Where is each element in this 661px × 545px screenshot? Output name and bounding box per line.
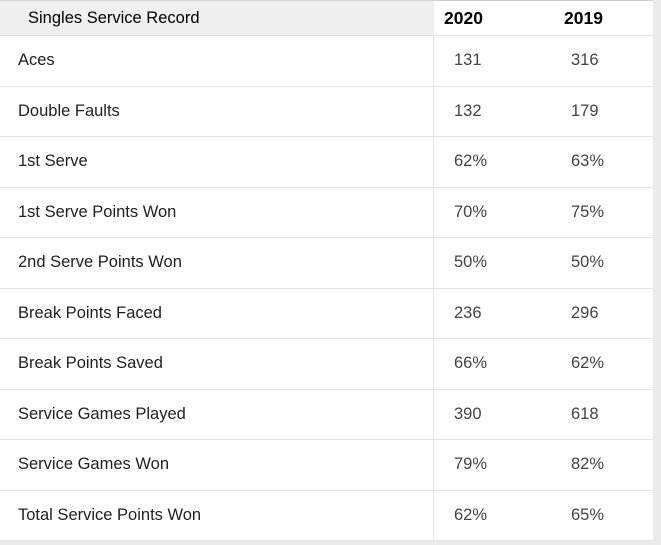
table-row-2nd-serve-points-won: 2nd Serve Points Won 50% 50% [0, 238, 653, 289]
stat-value-2020: 62% [454, 152, 488, 171]
stat-label: Aces [18, 51, 55, 70]
column-header-2019: 2019 [564, 7, 603, 28]
stat-label: Service Games Won [18, 455, 169, 474]
stat-value-2019: 50% [571, 253, 605, 272]
row-values-group: 62% 65% [433, 490, 653, 540]
stat-value-2019: 62% [571, 354, 605, 373]
table-row-1st-serve: 1st Serve 62% 63% [0, 137, 653, 188]
stat-value-2019: 82% [571, 455, 605, 474]
stat-value-2020: 132 [454, 101, 482, 120]
stat-value-2020: 66% [454, 354, 488, 373]
stat-value-2019: 75% [571, 202, 605, 221]
stat-value-2020: 70% [454, 202, 488, 221]
stat-value-2020: 390 [454, 404, 482, 423]
header-values-group: 2020 2019 [433, 1, 653, 35]
table-title: Singles Service Record [28, 8, 200, 27]
stat-value-2019: 618 [571, 404, 599, 423]
stat-value-2020: 79% [454, 455, 488, 474]
table-row-aces: Aces 131 316 [0, 36, 653, 87]
stat-value-2019: 296 [571, 303, 599, 322]
column-header-2020: 2020 [444, 7, 483, 28]
stat-label: Break Points Saved [18, 354, 163, 373]
stat-value-2019: 316 [571, 51, 599, 70]
table-row-service-games-won: Service Games Won 79% 82% [0, 440, 653, 491]
table-row-break-points-saved: Break Points Saved 66% 62% [0, 339, 653, 390]
row-values-group: 236 296 [433, 288, 653, 338]
table-row-double-faults: Double Faults 132 179 [0, 86, 653, 137]
row-values-group: 390 618 [433, 389, 653, 439]
stat-value-2019: 65% [571, 505, 605, 524]
row-values-group: 132 179 [433, 86, 653, 136]
stat-label: Service Games Played [18, 404, 186, 423]
stat-label: Double Faults [18, 101, 120, 120]
table-row-1st-serve-points-won: 1st Serve Points Won 70% 75% [0, 187, 653, 238]
table-row-break-points-faced: Break Points Faced 236 296 [0, 288, 653, 339]
stat-value-2019: 179 [571, 101, 599, 120]
stat-value-2020: 62% [454, 505, 488, 524]
row-values-group: 62% 63% [433, 137, 653, 187]
table-row-total-service-points-won: Total Service Points Won 62% 65% [0, 490, 653, 541]
stat-value-2020: 131 [454, 51, 482, 70]
row-values-group: 131 316 [433, 36, 653, 86]
stat-label: 2nd Serve Points Won [18, 253, 182, 272]
stat-value-2020: 236 [454, 303, 482, 322]
row-values-group: 79% 82% [433, 440, 653, 490]
row-values-group: 70% 75% [433, 187, 653, 237]
stat-value-2019: 63% [571, 152, 605, 171]
stat-label: 1st Serve Points Won [18, 202, 177, 221]
stat-label: Total Service Points Won [18, 505, 202, 524]
stat-label: Break Points Faced [18, 303, 162, 322]
row-values-group: 66% 62% [433, 339, 653, 389]
stat-label: 1st Serve [18, 152, 88, 171]
stat-value-2020: 50% [454, 253, 488, 272]
row-values-group: 50% 50% [433, 238, 653, 288]
table-row-service-games-played: Service Games Played 390 618 [0, 389, 653, 440]
table-header-row: Singles Service Record 2020 2019 [0, 0, 653, 36]
